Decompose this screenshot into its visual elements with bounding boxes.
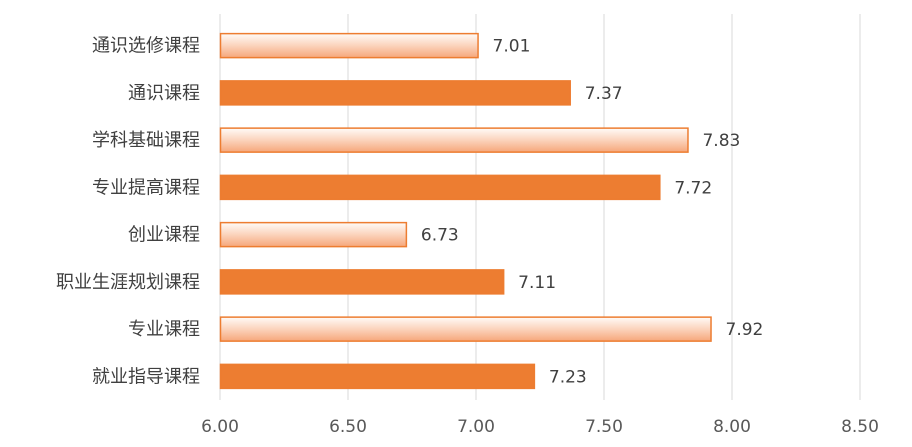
value-label: 7.01: [493, 37, 531, 57]
value-label: 7.92: [726, 320, 764, 340]
value-label: 7.37: [585, 84, 623, 104]
x-tick-label: 7.00: [457, 417, 495, 437]
bar: [219, 316, 712, 342]
bars: [219, 32, 712, 390]
bar: [219, 269, 505, 295]
category-label: 就业指导课程: [92, 366, 200, 387]
x-tick-label: 7.50: [585, 417, 623, 437]
gridlines: [219, 14, 861, 400]
x-tick-label: 6.50: [329, 417, 367, 437]
bar: [219, 127, 689, 153]
value-label: 7.83: [702, 131, 740, 151]
category-label: 专业课程: [128, 319, 200, 340]
category-label: 创业课程: [128, 225, 200, 246]
x-axis-ticks: 6.00 6.50 7.00 7.50 8.00 8.50: [201, 417, 879, 437]
value-label: 7.11: [518, 273, 556, 293]
bar: [219, 80, 571, 106]
value-label: 7.72: [674, 178, 712, 198]
value-labels: 7.01 7.37 7.83 7.72 6.73 7.11 7.92 7.23: [421, 37, 763, 388]
value-label: 7.23: [549, 367, 587, 387]
bar: [219, 174, 661, 201]
category-label: 学科基础课程: [92, 130, 200, 151]
bar: [219, 221, 408, 248]
category-label: 通识课程: [128, 83, 200, 104]
value-label: 6.73: [421, 226, 459, 246]
bar: [219, 363, 536, 390]
category-label: 专业提高课程: [92, 177, 200, 198]
bar: [219, 32, 479, 59]
category-label: 职业生涯规划课程: [56, 272, 200, 293]
category-labels: 通识选修课程通识课程学科基础课程专业提高课程创业课程职业生涯规划课程专业课程就业…: [56, 36, 200, 388]
category-label: 通识选修课程: [92, 36, 200, 57]
x-tick-label: 6.00: [201, 417, 239, 437]
x-tick-label: 8.00: [713, 417, 751, 437]
x-tick-label: 8.50: [841, 417, 879, 437]
